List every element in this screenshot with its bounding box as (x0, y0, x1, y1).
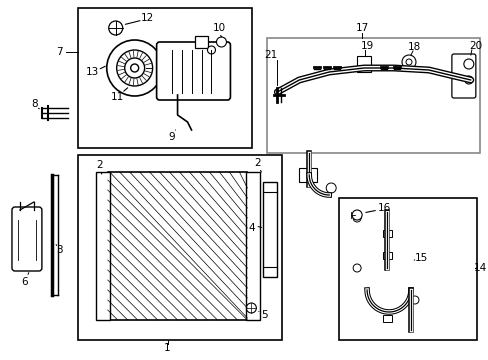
Text: 3: 3 (57, 245, 63, 255)
Bar (78, 155, 282, 340)
Text: 17: 17 (355, 23, 368, 33)
Text: 1: 1 (164, 343, 170, 353)
Bar (246, 172, 260, 320)
Text: 15: 15 (413, 253, 427, 263)
Text: 9: 9 (168, 132, 175, 142)
Circle shape (405, 59, 411, 65)
Text: 13: 13 (86, 67, 99, 77)
Circle shape (117, 50, 152, 86)
Circle shape (106, 40, 163, 96)
Text: 6: 6 (21, 277, 28, 287)
FancyBboxPatch shape (451, 54, 475, 98)
FancyBboxPatch shape (12, 207, 42, 271)
Text: 5: 5 (261, 310, 267, 320)
Bar (339, 198, 476, 340)
Bar (107, 172, 247, 320)
Bar (382, 315, 391, 322)
Bar (356, 56, 370, 72)
Circle shape (351, 210, 362, 220)
FancyBboxPatch shape (156, 42, 230, 100)
Circle shape (352, 264, 360, 272)
Text: 19: 19 (360, 41, 373, 51)
Text: 12: 12 (141, 13, 154, 23)
Circle shape (216, 37, 226, 47)
Text: 2: 2 (96, 160, 103, 170)
Text: 21: 21 (264, 50, 277, 60)
Text: 11: 11 (111, 92, 124, 102)
Circle shape (325, 183, 335, 193)
Circle shape (464, 76, 472, 84)
Bar (263, 182, 277, 277)
Bar (299, 168, 317, 182)
Circle shape (246, 303, 256, 313)
Circle shape (108, 21, 122, 35)
Bar (96, 172, 109, 320)
Text: 10: 10 (212, 23, 225, 33)
Bar (382, 230, 391, 237)
Circle shape (352, 214, 360, 222)
Circle shape (124, 58, 144, 78)
Text: 14: 14 (473, 263, 487, 273)
Text: 18: 18 (407, 42, 420, 52)
Bar (78, 8, 252, 148)
Bar (194, 36, 208, 48)
Text: 16: 16 (377, 203, 390, 213)
Text: 2: 2 (254, 158, 260, 168)
Text: 7: 7 (57, 47, 63, 57)
Circle shape (401, 55, 415, 69)
Circle shape (410, 296, 418, 304)
Bar (382, 252, 391, 259)
Circle shape (130, 64, 139, 72)
Text: 8: 8 (32, 99, 38, 109)
Text: 4: 4 (247, 223, 254, 233)
Bar (267, 38, 479, 153)
Text: 20: 20 (468, 41, 481, 51)
Circle shape (207, 46, 215, 54)
Circle shape (463, 59, 473, 69)
